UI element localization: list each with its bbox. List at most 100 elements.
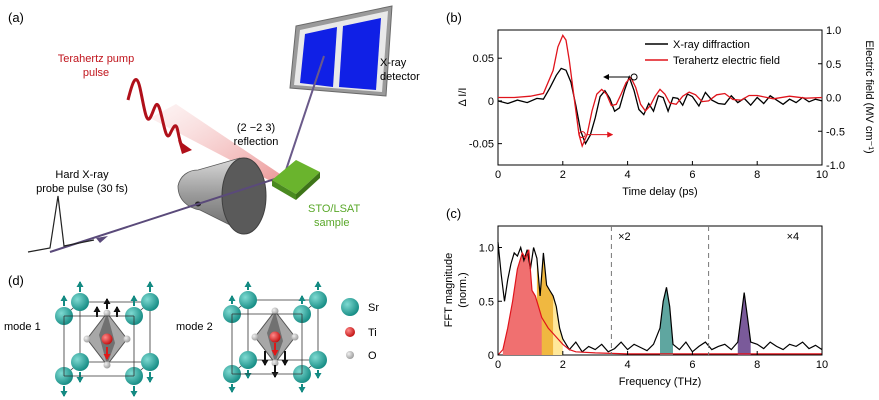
sr-displacement-arrow-head — [228, 387, 236, 393]
chart-b-x-tick-label: 4 — [625, 169, 631, 181]
o-atom-icon — [346, 351, 354, 359]
sample-label-line2: sample — [314, 217, 349, 229]
panel-c: (c) ×2 ×4 0 2 4 6 8 10 0 0.5 1.0 Frequency (THz) F… — [443, 206, 828, 388]
ti-atom-icon — [345, 327, 355, 337]
o-displacement-arrow-head — [261, 360, 269, 366]
chart-b-x-axis-label: Time delay (ps) — [622, 186, 697, 198]
sr-displacement-arrow-head — [130, 295, 138, 301]
focusing-cone — [177, 157, 267, 235]
chart-b-x-tick-label: 6 — [689, 169, 695, 181]
detector-label-line2: detector — [380, 71, 420, 83]
panel-label-d: (d) — [8, 273, 24, 288]
fft-red-line — [497, 249, 822, 356]
chart-b-y-axis-label: Δ I/I — [457, 88, 469, 107]
chart-b-y2-tick-label: 1.0 — [826, 25, 841, 37]
probe-pulse-shape — [27, 195, 95, 253]
chart-b-y-tick-label: 0 — [488, 96, 494, 108]
crystal-mode2 — [223, 281, 327, 393]
terahertz-pulse-waveform — [126, 78, 187, 150]
chart-c-fills — [502, 249, 751, 355]
chart-b-y-tick-label: -0.05 — [469, 139, 494, 151]
sr-displacement-arrow-head — [244, 373, 252, 379]
pump-arrow-head — [178, 140, 192, 154]
chart-c-series — [497, 242, 823, 356]
sr-atom — [239, 351, 257, 369]
panel-a: (a) Terahertz pump pulse Hard — [8, 5, 420, 253]
o-atom — [251, 333, 259, 341]
sr-displacement-arrow-head — [244, 281, 252, 287]
sr-displacement-arrow-head — [146, 377, 154, 383]
chart-c-x-tick-label: 4 — [625, 359, 631, 371]
panel-d: (d) mode 1 mode 2 Sr Ti O — [4, 273, 379, 397]
o-atom — [271, 359, 279, 367]
chart-b-x-tick-label: 0 — [495, 169, 501, 181]
sr-displacement-arrow-head — [314, 281, 322, 287]
legend-ti-label: Ti — [368, 327, 377, 339]
chart-c-y-axis-label-line1: FFT magnitude — [443, 253, 455, 327]
chart-c-y-tick-label: 0.5 — [479, 296, 494, 308]
xray-diffraction-line — [497, 67, 823, 146]
pump-label-line1: Terahertz pump — [58, 53, 134, 65]
sr-displacement-arrow-head — [298, 387, 306, 393]
ti-displacement-arrow-head — [103, 354, 111, 360]
chart-c-region-label: ×2 — [618, 231, 631, 243]
probe-label-line2: probe pulse (30 fs) — [36, 183, 128, 195]
detector-label-line1: X-ray — [380, 57, 407, 69]
sr-atom — [71, 293, 89, 311]
sr-atom — [141, 353, 159, 371]
chart-c-x-tick-label: 6 — [689, 359, 695, 371]
chart-c-y-tick-label: 0 — [488, 350, 494, 362]
crystal-mode1 — [55, 281, 159, 397]
panel-label-b: (b) — [446, 10, 462, 25]
o-displacement-arrow-head — [113, 306, 121, 312]
detector-panel-left — [300, 27, 337, 87]
o-displacement-arrow-head — [93, 306, 101, 312]
sr-displacement-arrow-head — [60, 295, 68, 301]
chart-c-x-tick-label: 2 — [560, 359, 566, 371]
o-atom — [271, 307, 279, 315]
sr-displacement-arrow-head — [228, 295, 236, 301]
fft-black-line — [497, 242, 823, 353]
thz-axis-marker — [578, 131, 586, 139]
sr-displacement-arrow-head — [298, 295, 306, 301]
pump-label-line2: pulse — [83, 67, 109, 79]
chart-b-y2-axis-label: Electric field (MV cm⁻¹) — [863, 40, 875, 153]
legend-xray-label: X-ray diffraction — [673, 39, 750, 51]
chart-c-y-axis-label-line2: (norm.) — [457, 272, 469, 307]
detector-panel-right — [339, 18, 381, 90]
chart-c-x-tick-label: 10 — [816, 359, 828, 371]
o-atom — [103, 309, 111, 317]
chart-c-y-tick-label: 1.0 — [479, 243, 494, 255]
x-ray-probe-beam — [49, 175, 285, 253]
chart-b-y2-tick-label: 0.0 — [826, 93, 841, 105]
panel-label-c: (c) — [446, 206, 461, 221]
ti-atom — [269, 331, 281, 343]
o-displacement-arrow-head — [271, 372, 279, 378]
legend-o-label: O — [368, 350, 377, 362]
probe-arrow-head — [96, 236, 108, 243]
sr-displacement-arrow-head — [146, 281, 154, 287]
atom-legend: Sr Ti O — [341, 298, 379, 362]
o-atom — [123, 335, 131, 343]
terahertz-field-line — [498, 34, 823, 149]
sr-displacement-arrow-head — [314, 373, 322, 379]
ti-atom — [101, 333, 113, 345]
fft-fill-red — [502, 249, 542, 355]
chart-b-series — [497, 34, 823, 149]
o-atom — [291, 333, 299, 341]
chart-b-y2-tick-label: -1.0 — [826, 160, 845, 172]
o-atom — [103, 361, 111, 369]
legend-thz-label: Terahertz electric field — [673, 55, 780, 67]
fft-fill-purple — [737, 292, 751, 355]
chart-b-axes: 0 2 4 6 8 10 -0.05 0 0.05 -0.5 0.5 0.0 1.0 -1.0 — [469, 25, 845, 181]
reflection-label-line2: reflection — [234, 136, 279, 148]
chart-c-region-label: ×4 — [787, 231, 800, 243]
sr-atom-icon — [341, 298, 359, 316]
mode1-label: mode 1 — [4, 321, 41, 333]
ti-displacement-arrow-head — [271, 350, 279, 356]
chart-c-x-axis-label: Frequency (THz) — [619, 376, 702, 388]
o-displacement-arrow-head — [103, 298, 111, 304]
chart-b-x-tick-label: 8 — [754, 169, 760, 181]
chart-b-legend: X-ray diffraction Terahertz electric fie… — [645, 39, 780, 67]
sr-displacement-arrow-head — [130, 391, 138, 397]
